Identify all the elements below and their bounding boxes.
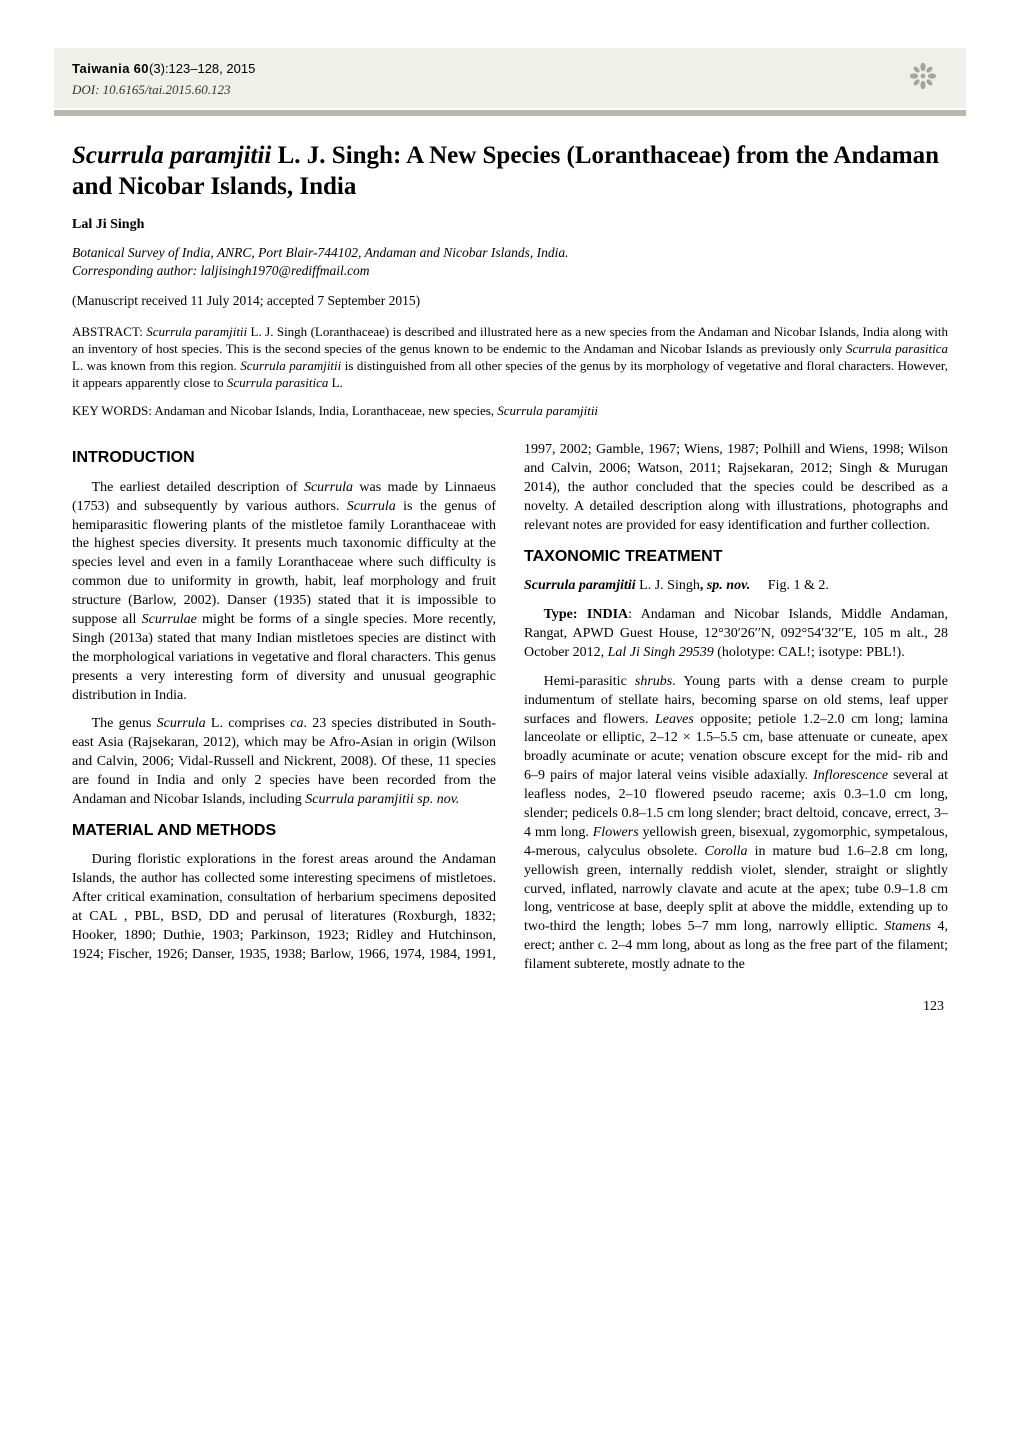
abstract: ABSTRACT: Scurrula paramjitii L. J. Sing… xyxy=(72,323,948,392)
manuscript-dates: (Manuscript received 11 July 2014; accep… xyxy=(72,293,948,309)
affiliation: Botanical Survey of India, ANRC, Port Bl… xyxy=(72,245,948,261)
journal-header: Taiwania 60(3):123–128, 2015 DOI: 10.616… xyxy=(54,48,966,110)
flower-ornament-icon xyxy=(908,61,938,96)
section-introduction: INTRODUCTION xyxy=(72,447,496,469)
keywords-label: KEY WORDS: xyxy=(72,403,152,418)
tax-description: Hemi-parasitic shrubs. Young parts with … xyxy=(524,673,948,975)
author-name: Lal Ji Singh xyxy=(72,217,948,233)
abstract-label: ABSTRACT: xyxy=(72,324,143,339)
corresponding-label: Corresponding author: xyxy=(72,263,197,278)
journal-pages: :123–128, 2015 xyxy=(165,61,255,76)
header-rule xyxy=(54,110,966,116)
journal-issue: (3) xyxy=(149,61,165,76)
tax-type: Type: INDIA: Andaman and Nicobar Islands… xyxy=(524,606,948,663)
article-title: Scurrula paramjitii L. J. Singh: A New S… xyxy=(72,140,948,203)
corresponding-email: laljisingh1970@rediffmail.com xyxy=(201,263,370,278)
journal-line: Taiwania 60(3):123–128, 2015 xyxy=(72,61,948,76)
body-columns: INTRODUCTION The earliest detailed descr… xyxy=(72,441,948,975)
intro-para-1: The earliest detailed description of Scu… xyxy=(72,479,496,706)
corresponding-author: Corresponding author: laljisingh1970@red… xyxy=(72,263,948,279)
tax-species-line: Scurrula paramjitii L. J. Singh, sp. nov… xyxy=(524,577,948,596)
journal-volume: 60 xyxy=(134,61,149,76)
page-number: 123 xyxy=(72,999,948,1015)
keywords: KEY WORDS: Andaman and Nicobar Islands, … xyxy=(72,403,948,419)
section-methods: MATERIAL AND METHODS xyxy=(72,820,496,842)
section-taxonomic: TAXONOMIC TREATMENT xyxy=(524,546,948,568)
intro-para-2: The genus Scurrula L. comprises ca. 23 s… xyxy=(72,715,496,809)
doi-line: DOI: 10.6165/tai.2015.60.123 xyxy=(72,82,948,98)
journal-name: Taiwania xyxy=(72,61,130,76)
